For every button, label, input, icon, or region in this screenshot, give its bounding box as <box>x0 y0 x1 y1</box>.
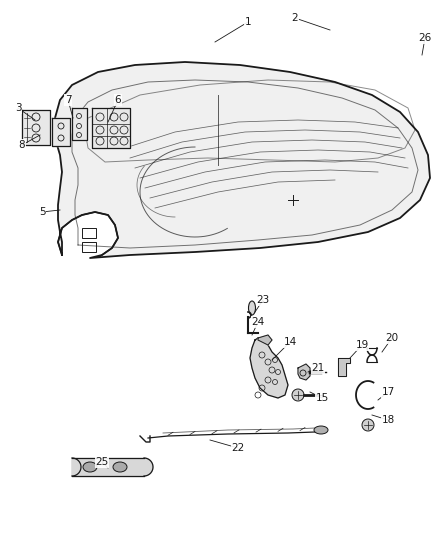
Text: 21: 21 <box>311 363 325 373</box>
Polygon shape <box>72 108 87 140</box>
Text: 18: 18 <box>381 415 395 425</box>
Polygon shape <box>92 108 130 148</box>
Text: 19: 19 <box>355 340 369 350</box>
Circle shape <box>292 389 304 401</box>
Text: 5: 5 <box>39 207 45 217</box>
Text: 3: 3 <box>15 103 21 113</box>
Text: 2: 2 <box>292 13 298 23</box>
Polygon shape <box>338 358 350 376</box>
Polygon shape <box>144 458 153 476</box>
Circle shape <box>362 419 374 431</box>
Text: 26: 26 <box>418 33 431 43</box>
Polygon shape <box>22 110 50 145</box>
Text: 22: 22 <box>231 443 245 453</box>
Text: 17: 17 <box>381 387 395 397</box>
Text: 7: 7 <box>65 95 71 105</box>
Text: 24: 24 <box>251 317 265 327</box>
Polygon shape <box>72 458 144 476</box>
Bar <box>82 242 96 252</box>
Polygon shape <box>250 338 288 398</box>
Text: 14: 14 <box>283 337 297 347</box>
Text: 1: 1 <box>245 17 251 27</box>
Polygon shape <box>258 335 272 345</box>
Polygon shape <box>298 364 310 380</box>
Bar <box>82 228 96 238</box>
Text: 8: 8 <box>19 140 25 150</box>
Text: 15: 15 <box>315 393 328 403</box>
Text: 20: 20 <box>385 333 399 343</box>
Ellipse shape <box>248 301 255 315</box>
Text: 6: 6 <box>115 95 121 105</box>
Ellipse shape <box>83 462 97 472</box>
Polygon shape <box>72 458 81 476</box>
Ellipse shape <box>314 426 328 434</box>
Polygon shape <box>55 62 430 258</box>
Text: 25: 25 <box>95 457 109 467</box>
Polygon shape <box>52 118 70 146</box>
Ellipse shape <box>113 462 127 472</box>
Text: 23: 23 <box>256 295 270 305</box>
